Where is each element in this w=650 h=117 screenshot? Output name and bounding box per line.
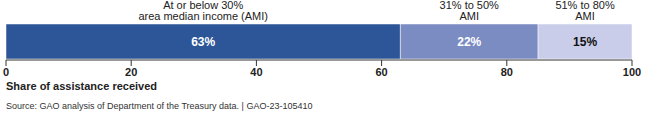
svg-text:40: 40 (250, 66, 262, 78)
svg-text:22%: 22% (457, 35, 481, 49)
svg-text:100: 100 (623, 66, 641, 78)
svg-text:63%: 63% (191, 35, 215, 49)
html-text:Source: GAO analysis of Depart: Source: GAO analysis of Department of th… (6, 101, 313, 111)
html-text:Share of assistance received: Share of assistance received (6, 80, 157, 92)
svg-text:area median income (AMI): area median income (AMI) (138, 10, 268, 22)
svg-text:60: 60 (375, 66, 387, 78)
svg-text:AMI: AMI (575, 10, 595, 22)
svg-text:0: 0 (8, 66, 9, 78)
svg-text:15%: 15% (573, 35, 597, 49)
svg-text:80: 80 (501, 66, 513, 78)
svg-text:AMI: AMI (459, 10, 479, 22)
svg-text:20: 20 (125, 66, 137, 78)
